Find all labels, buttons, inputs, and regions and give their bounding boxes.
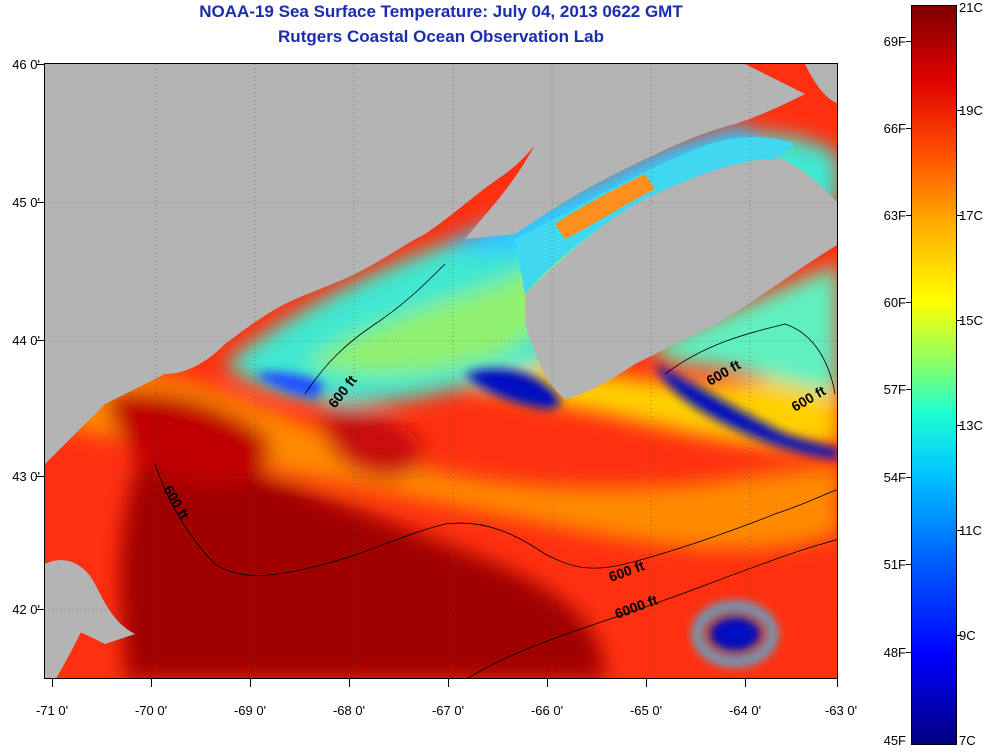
lon-label-65: -65 0' <box>629 703 663 718</box>
warm-band <box>45 364 837 550</box>
lon-tick <box>448 679 449 687</box>
colorbar-c-13: 13C <box>959 418 983 433</box>
lon-tick <box>646 679 647 687</box>
colorbar-f-69: 69F <box>883 34 906 49</box>
lon-tick <box>547 679 548 687</box>
colorbar-c-19: 19C <box>959 103 983 118</box>
lon-tick <box>349 679 350 687</box>
lon-label-71: -71 0' <box>35 703 69 718</box>
colorbar-tick <box>906 652 911 653</box>
colorbar-tick <box>906 477 911 478</box>
colorbar-tick <box>906 41 911 42</box>
cold-band-scotian <box>655 364 837 459</box>
lat-label-45: 45 0' <box>12 195 40 210</box>
lat-tick <box>36 202 44 203</box>
contour-6000ft <box>467 539 837 678</box>
land-new-brunswick <box>465 64 805 239</box>
colorbar-tick <box>957 530 962 531</box>
hot-water <box>120 444 605 678</box>
lon-tick <box>151 679 152 687</box>
sst-map: 600 ft 600 ft 600 ft 600 ft 600 ft 6000 … <box>44 63 838 679</box>
colorbar-f-57: 57F <box>883 382 906 397</box>
colorbar-tick <box>906 389 911 390</box>
map-subtitle: Rutgers Coastal Ocean Observation Lab <box>278 27 604 46</box>
colorbar-c-11: 11C <box>959 523 982 538</box>
contour-600ft-gulf <box>154 463 837 576</box>
colorbar-tick <box>957 635 962 636</box>
colorbar-c-7: 7C <box>959 733 976 748</box>
colorbar-c-21: 21C <box>959 0 983 15</box>
lat-tick <box>36 476 44 477</box>
lon-tick <box>745 679 746 687</box>
colorbar-tick <box>957 215 962 216</box>
colorbar-tick <box>906 564 911 565</box>
lat-label-42: 42 0' <box>12 602 40 617</box>
lon-tick <box>52 679 53 687</box>
lat-label-44: 44 0' <box>12 333 40 348</box>
lon-tick <box>250 679 251 687</box>
lat-tick <box>36 340 44 341</box>
colorbar-c-17: 17C <box>959 208 983 223</box>
lon-label-66: -66 0' <box>530 703 564 718</box>
colorbar-f-66: 66F <box>883 121 906 136</box>
lon-label-64: -64 0' <box>728 703 762 718</box>
lon-label-63: -63 0' <box>824 703 858 718</box>
colorbar-c-9: 9C <box>959 628 976 643</box>
colorbar-f-63: 63F <box>883 208 906 223</box>
colorbar-tick <box>957 320 962 321</box>
colorbar-f-45: 45F <box>883 733 906 748</box>
cold-band-fundy <box>465 368 560 409</box>
lon-label-67: -67 0' <box>431 703 465 718</box>
colorbar-f-54: 54F <box>883 470 906 485</box>
lat-tick <box>36 609 44 610</box>
lon-label-68: -68 0' <box>332 703 366 718</box>
colorbar-f-60: 60F <box>883 295 906 310</box>
colorbar-f-48: 48F <box>883 645 906 660</box>
colorbar-tick <box>906 302 911 303</box>
land-nova-scotia <box>525 154 837 399</box>
cold-eddy <box>709 616 761 652</box>
lon-label-70: -70 0' <box>134 703 168 718</box>
lon-label-69: -69 0' <box>233 703 267 718</box>
map-title: NOAA-19 Sea Surface Temperature: July 04… <box>199 2 683 21</box>
colorbar-f-51: 51F <box>883 557 906 572</box>
lat-label-46: 46 0' <box>12 57 40 72</box>
colorbar-tick <box>957 425 962 426</box>
temperature-colorbar <box>911 5 957 745</box>
colorbar-tick <box>906 215 911 216</box>
colorbar-tick <box>906 128 911 129</box>
colorbar-c-15: 15C <box>959 313 983 328</box>
colorbar-tick <box>957 110 962 111</box>
lat-label-43: 43 0' <box>12 469 40 484</box>
lon-tick <box>837 679 838 687</box>
land-new-england <box>45 64 553 464</box>
lat-tick <box>36 64 44 65</box>
